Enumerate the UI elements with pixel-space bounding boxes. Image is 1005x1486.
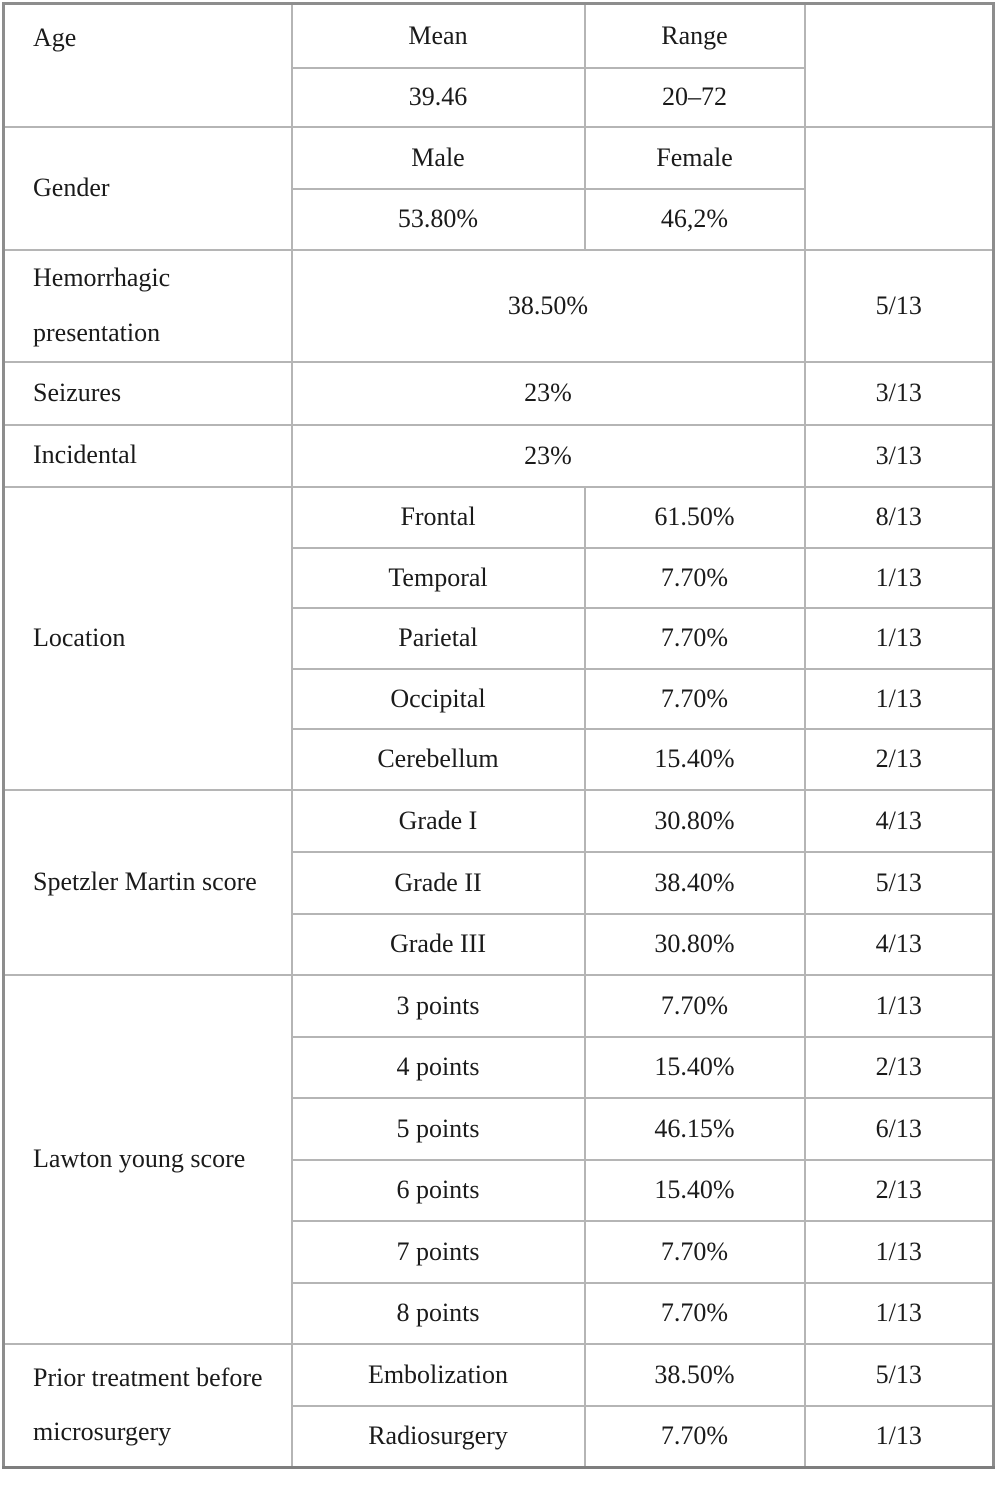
- count-cell: 3/13: [803, 423, 995, 488]
- section-label-cell: Location: [2, 485, 293, 791]
- percent-cell: 15.40%: [583, 1035, 806, 1099]
- subcategory-cell: 3 points: [290, 973, 586, 1038]
- count-cell: 1/13: [803, 606, 995, 670]
- subcategory-cell: 5 points: [290, 1096, 586, 1161]
- table-row: Lawton young score 3 points 7.70% 1/13: [2, 973, 995, 1345]
- percent-cell: 38.50%: [290, 248, 806, 363]
- percent-cell: 23%: [290, 423, 806, 488]
- section-label-cell: Incidental: [2, 423, 293, 488]
- subcategory-cell: Embolization: [290, 1342, 586, 1407]
- count-cell: 1/13: [803, 546, 995, 609]
- percent-cell: 15.40%: [583, 727, 806, 791]
- subcategory-cell: Temporal: [290, 546, 586, 609]
- percent-cell: 38.50%: [583, 1342, 806, 1407]
- count-cell: 5/13: [803, 850, 995, 915]
- count-cell: 4/13: [803, 912, 995, 976]
- subcategory-cell: 8 points: [290, 1281, 586, 1345]
- count-cell: 1/13: [803, 1404, 995, 1469]
- count-cell: 1/13: [803, 1281, 995, 1345]
- percent-cell: 30.80%: [583, 912, 806, 976]
- subcategory-cell: 4 points: [290, 1035, 586, 1099]
- section-label-cell: Gender: [2, 125, 293, 251]
- count-cell: 4/13: [803, 788, 995, 853]
- count-cell: 3/13: [803, 360, 995, 426]
- stat-value-cell: 39.46: [290, 66, 586, 128]
- table-row: Occipital 7.70% 1/13: [4, 667, 995, 730]
- table-row: 8 points 7.70% 1/13: [4, 1281, 995, 1345]
- count-cell: 1/13: [803, 973, 995, 1038]
- table-row: Age Mean Range: [2, 2, 995, 128]
- table-body: Age Mean Range 39.46 20–72 Gender Male Female 53…: [2, 2, 995, 1469]
- stat-header-cell: Mean: [290, 2, 586, 69]
- percent-cell: 7.70%: [583, 1281, 806, 1345]
- percent-cell: 46.15%: [583, 1096, 806, 1161]
- subcategory-cell: Occipital: [290, 667, 586, 730]
- percent-cell: 7.70%: [583, 1219, 806, 1284]
- percent-cell: 15.40%: [583, 1158, 806, 1222]
- count-cell: 8/13: [803, 485, 995, 549]
- subcategory-cell: Radiosurgery: [290, 1404, 586, 1469]
- stat-header-cell: Male: [290, 125, 586, 190]
- stat-header-cell: Range: [583, 2, 806, 69]
- percent-cell: 23%: [290, 360, 806, 426]
- stat-value-cell: 20–72: [583, 66, 806, 128]
- count-cell: 2/13: [803, 1158, 995, 1222]
- count-cell: 1/13: [803, 667, 995, 730]
- subcategory-cell: Cerebellum: [290, 727, 586, 791]
- empty-cell: [803, 2, 995, 128]
- section-label-cell: Age: [2, 2, 293, 128]
- percent-cell: 61.50%: [583, 485, 806, 549]
- empty-cell: [803, 125, 995, 251]
- table-row: 5 points 46.15% 6/13: [4, 1096, 995, 1161]
- table-row: Location Frontal 61.50% 8/13: [2, 485, 995, 791]
- count-cell: 5/13: [803, 248, 995, 363]
- table-row: Spetzler Martin score Grade I 30.80% 4/13: [2, 788, 995, 976]
- table-row: Incidental 23% 3/13: [2, 423, 995, 488]
- table-row: 39.46 20–72: [4, 66, 994, 128]
- table-row: Cerebellum 15.40% 2/13: [4, 727, 995, 791]
- table-row: Gender Male Female: [2, 125, 995, 251]
- table-row: 4 points 15.40% 2/13: [4, 1035, 995, 1099]
- table-row: Parietal 7.70% 1/13: [4, 606, 995, 670]
- table-row: 6 points 15.40% 2/13: [4, 1158, 995, 1222]
- section-label-cell: Lawton young score: [2, 973, 293, 1345]
- subcategory-cell: Grade I: [290, 788, 586, 853]
- count-cell: 6/13: [803, 1096, 995, 1161]
- count-cell: 2/13: [803, 1035, 995, 1099]
- percent-cell: 7.70%: [583, 1404, 806, 1469]
- section-label-cell: Hemorrhagic presentation: [2, 248, 293, 363]
- percent-cell: 38.40%: [583, 850, 806, 915]
- percent-cell: 7.70%: [583, 546, 806, 609]
- stat-value-cell: 53.80%: [290, 187, 586, 251]
- table-row: 53.80% 46,2%: [4, 187, 994, 251]
- section-label-cell: Spetzler Martin score: [2, 788, 293, 976]
- percent-cell: 7.70%: [583, 667, 806, 730]
- count-cell: 2/13: [803, 727, 995, 791]
- subcategory-cell: Grade III: [290, 912, 586, 976]
- subcategory-cell: Parietal: [290, 606, 586, 670]
- section-label-cell: Prior treatment before microsurgery: [2, 1342, 293, 1469]
- count-cell: 5/13: [803, 1342, 995, 1407]
- subcategory-cell: Grade II: [290, 850, 586, 915]
- table-row: Grade III 30.80% 4/13: [4, 912, 995, 976]
- table-row: Radiosurgery 7.70% 1/13: [4, 1404, 995, 1469]
- patient-demographics-table: Age Mean Range 39.46 20–72 Gender Male Female 53…: [2, 2, 995, 1469]
- stat-value-cell: 46,2%: [583, 187, 806, 251]
- table-row: Seizures 23% 3/13: [2, 360, 995, 426]
- table-row: Temporal 7.70% 1/13: [4, 546, 995, 609]
- table-row: Prior treatment before microsurgery Embol…: [2, 1342, 995, 1469]
- subcategory-cell: 6 points: [290, 1158, 586, 1222]
- table-row: 7 points 7.70% 1/13: [4, 1219, 995, 1284]
- count-cell: 1/13: [803, 1219, 995, 1284]
- percent-cell: 30.80%: [583, 788, 806, 853]
- percent-cell: 7.70%: [583, 606, 806, 670]
- table-row: Grade II 38.40% 5/13: [4, 850, 995, 915]
- subcategory-cell: Frontal: [290, 485, 586, 549]
- section-label-cell: Seizures: [2, 360, 293, 426]
- subcategory-cell: 7 points: [290, 1219, 586, 1284]
- percent-cell: 7.70%: [583, 973, 806, 1038]
- stat-header-cell: Female: [583, 125, 806, 190]
- table-row: Hemorrhagic presentation 38.50% 5/13: [2, 248, 995, 363]
